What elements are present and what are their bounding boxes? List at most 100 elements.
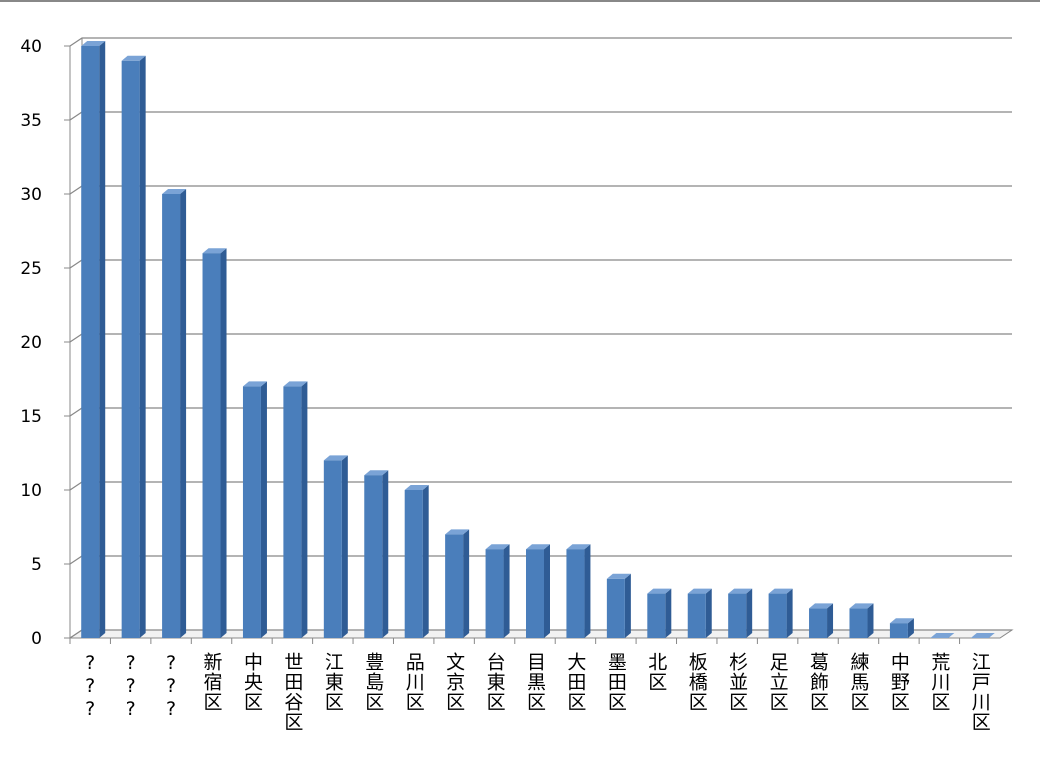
- x-tick-label: 練馬区: [847, 652, 869, 712]
- y-tick-label: 10: [20, 481, 42, 501]
- grid-line: [69, 185, 1012, 195]
- bar-side: [260, 381, 267, 638]
- bar: [81, 46, 100, 638]
- bar-side: [624, 573, 631, 638]
- bar-side: [301, 381, 308, 638]
- bar: [768, 593, 787, 638]
- bar-side: [180, 189, 187, 638]
- bar-top: [606, 573, 631, 579]
- x-tick-label: 江東区: [322, 652, 344, 712]
- bar-top: [323, 455, 348, 461]
- y-tick-label: 15: [20, 407, 42, 427]
- bar: [445, 534, 464, 638]
- x-tick-label: 台東区: [484, 652, 506, 712]
- bar: [889, 623, 908, 638]
- x-tick-label: 北区: [645, 652, 667, 692]
- bar: [121, 60, 140, 639]
- bar-side: [341, 455, 348, 638]
- bar: [162, 194, 181, 638]
- bar: [526, 549, 544, 638]
- x-tick-label: 目黒区: [524, 652, 546, 712]
- bar-side: [786, 588, 793, 638]
- bar: [323, 460, 342, 638]
- bar-top: [889, 618, 914, 624]
- x-tick-label: 品川区: [403, 652, 425, 712]
- x-tick-label: 大田区: [564, 652, 586, 712]
- y-tick-label: 35: [20, 111, 42, 131]
- y-tick-label: 20: [20, 333, 42, 353]
- bar: [364, 475, 383, 638]
- bar-top: [526, 544, 550, 550]
- bar: [849, 608, 868, 638]
- bar-side: [907, 618, 914, 638]
- x-tick-label: ???: [160, 652, 182, 721]
- bar-side: [382, 470, 389, 638]
- bar-top: [445, 529, 470, 535]
- bar-top: [647, 588, 672, 594]
- y-tick-label: 25: [20, 259, 42, 279]
- x-tick-label: 足立区: [767, 652, 789, 712]
- bar-top: [404, 485, 429, 490]
- bar-top: [283, 381, 308, 387]
- bar: [242, 386, 261, 638]
- bar-top: [809, 603, 834, 609]
- grid-line: [69, 37, 1012, 47]
- bar: [202, 253, 221, 638]
- bar-top: [202, 248, 227, 254]
- bar-side: [746, 588, 753, 638]
- bar-top: [162, 189, 187, 194]
- bar-side: [463, 529, 470, 638]
- y-tick-label: 5: [31, 555, 42, 575]
- x-tick-label: 杉並区: [726, 652, 748, 712]
- bar-side: [665, 588, 672, 638]
- x-tick-label: 葛飾区: [807, 652, 829, 712]
- bar-side: [99, 41, 106, 638]
- bar: [647, 593, 666, 638]
- x-tick-label: 文京区: [443, 652, 465, 712]
- bar-top: [970, 633, 995, 638]
- bar: [283, 386, 302, 638]
- bar-side: [422, 485, 429, 638]
- grid-line: [69, 111, 1012, 121]
- bar: [566, 549, 585, 638]
- x-tick-label: 新宿区: [201, 652, 223, 712]
- bar-top: [485, 544, 510, 550]
- bar-top: [242, 381, 267, 387]
- bar-side: [220, 248, 227, 638]
- x-tick-label: ???: [79, 652, 101, 721]
- bar-top: [687, 588, 712, 594]
- x-tick-label: 荒川区: [928, 652, 950, 712]
- x-tick-label: 豊島区: [362, 652, 384, 712]
- x-tick-label: 中央区: [241, 652, 263, 712]
- bar: [728, 593, 747, 638]
- bar: [606, 578, 625, 638]
- bar-top: [121, 55, 146, 61]
- bar: [485, 549, 504, 638]
- bar-top: [566, 544, 591, 550]
- bar-top: [364, 470, 389, 476]
- bar-side: [827, 603, 834, 638]
- bar-top: [768, 588, 793, 594]
- bar-side: [705, 588, 712, 638]
- y-tick-label: 0: [31, 629, 42, 649]
- bar-side: [867, 603, 874, 638]
- bar-top: [81, 41, 106, 46]
- bar-top: [930, 633, 955, 638]
- bar-side: [544, 544, 550, 638]
- bar: [404, 490, 423, 638]
- bar: [809, 608, 828, 638]
- y-tick-label: 30: [20, 185, 42, 205]
- bar-top: [728, 588, 753, 594]
- x-tick-label: 江戸川区: [969, 652, 991, 732]
- x-tick-label: 世田谷区: [281, 652, 303, 732]
- x-tick-label: 墨田区: [605, 652, 627, 712]
- bar: [687, 593, 706, 638]
- x-tick-label: 板橋区: [686, 652, 708, 712]
- bar-top: [849, 603, 874, 609]
- bar-side: [584, 544, 591, 638]
- y-tick-label: 40: [20, 37, 42, 57]
- bar-side: [139, 55, 146, 639]
- bar-side: [503, 544, 510, 638]
- x-tick-label: ???: [120, 652, 142, 721]
